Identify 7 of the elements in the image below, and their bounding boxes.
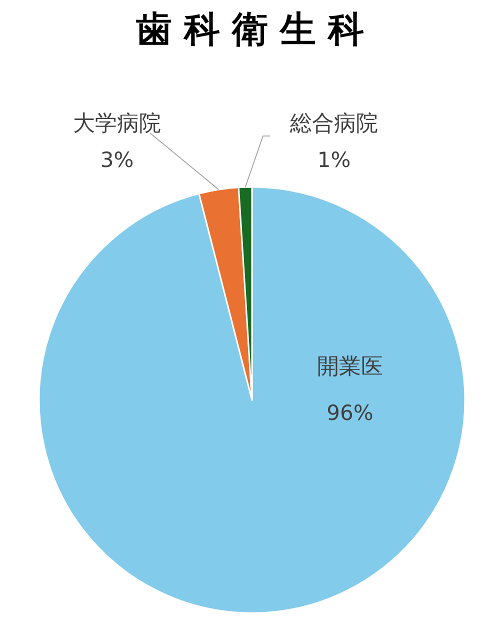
data-label: 1%	[317, 148, 351, 172]
slice-label: 総合病院	[289, 112, 378, 136]
data-label: 3%	[100, 148, 134, 172]
title: 歯科衛生科	[136, 10, 376, 50]
slice-label: 開業医	[316, 354, 383, 380]
data-label: 96%	[326, 401, 374, 425]
slice-label: 大学病院	[73, 112, 161, 136]
